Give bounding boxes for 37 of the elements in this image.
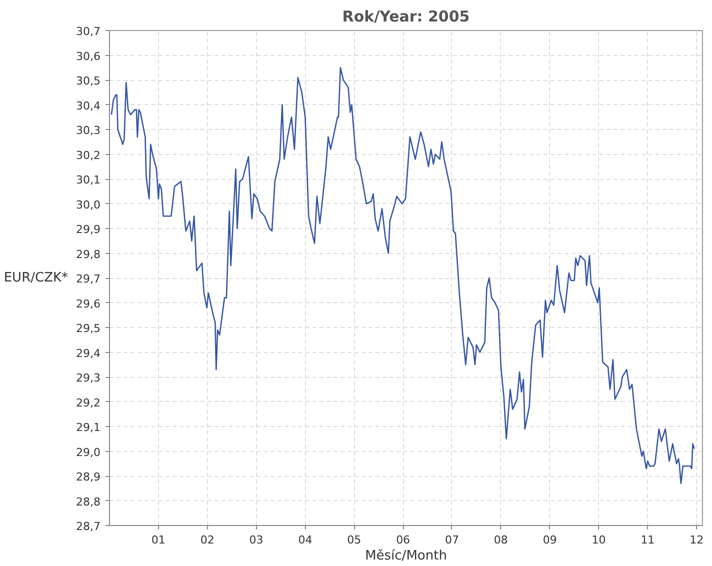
y-tick-label: 30,2 [76, 148, 101, 162]
x-tick-label: 11 [640, 534, 655, 546]
x-tick-label: 02 [200, 534, 214, 546]
y-tick-label: 29,0 [76, 446, 101, 459]
y-tick-label: 30,6 [76, 50, 101, 63]
y-tick-label: 30,1 [76, 174, 101, 186]
x-axis-title: Měsíc/Month [365, 548, 447, 564]
y-tick-label: 30,3 [76, 124, 101, 137]
y-tick-label: 29,4 [76, 346, 101, 360]
y-tick-label: 29,7 [76, 272, 101, 286]
y-tick-label: 30,5 [76, 74, 101, 88]
y-tick-label: 30,4 [76, 99, 101, 112]
y-tick-label: 30,7 [76, 25, 101, 38]
y-tick-label: 28,8 [76, 495, 101, 508]
x-tick-label: 01 [151, 534, 166, 546]
x-tick-label: 03 [249, 534, 264, 546]
y-tick-label: 28,7 [76, 520, 101, 533]
y-axis-title: EUR/CZK* [4, 270, 69, 286]
chart-title: Rok/Year: 2005 [342, 8, 470, 26]
x-tick-label: 08 [494, 534, 508, 546]
y-tick-label: 29,1 [76, 421, 101, 434]
x-tick-label: 07 [444, 534, 459, 546]
line-series [110, 66, 695, 484]
x-tick-label: 09 [542, 534, 557, 546]
y-tick-label: 29,9 [76, 223, 101, 236]
y-tick-label: 30,0 [76, 198, 101, 212]
x-tick-label: 12 [690, 534, 704, 546]
y-tick-label: 29,5 [76, 322, 101, 335]
y-tick-label: 29,2 [76, 396, 101, 410]
x-tick-label: 05 [347, 534, 362, 546]
x-tick-label: 06 [396, 534, 410, 546]
x-tick-label: 10 [592, 534, 606, 546]
y-tick-label: 29,8 [76, 248, 101, 261]
x-tick-label: 04 [298, 534, 312, 546]
y-tick-label: 29,6 [76, 297, 101, 310]
y-tick-label: 29,3 [76, 372, 101, 384]
y-tick-label: 28,9 [76, 470, 101, 484]
